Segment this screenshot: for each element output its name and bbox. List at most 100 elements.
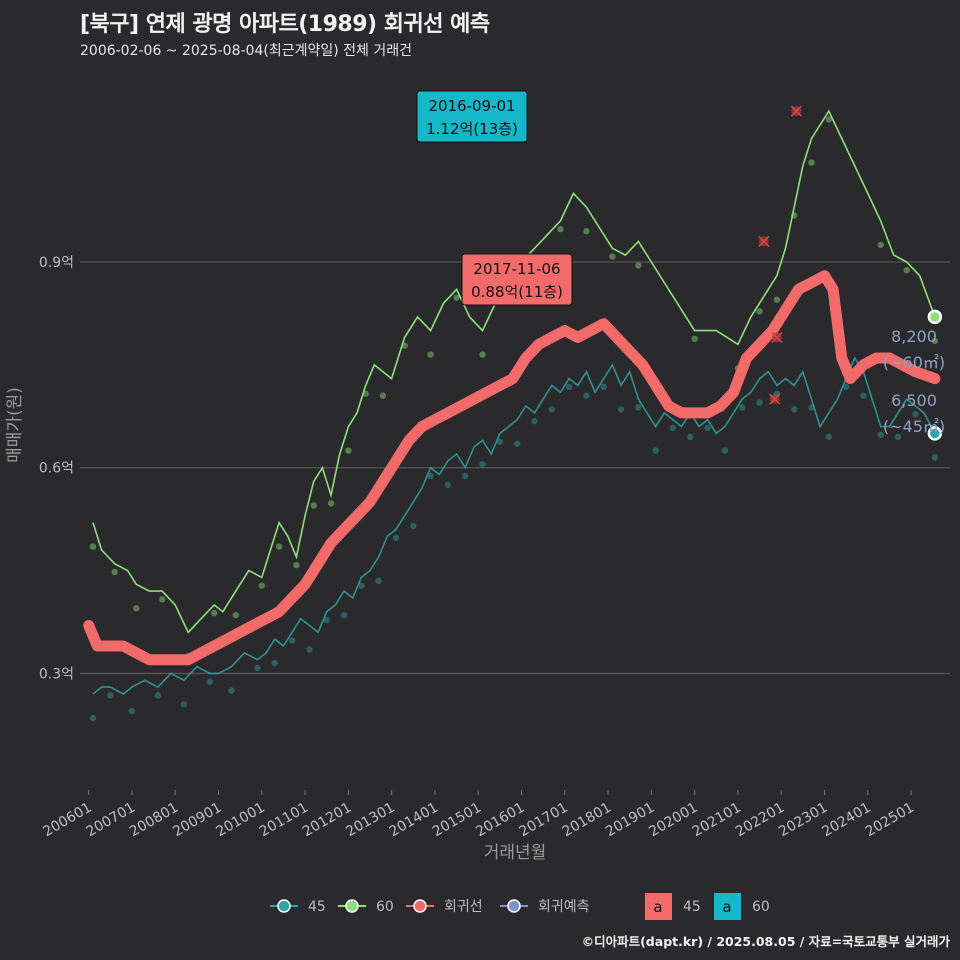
scatter-point-45 bbox=[565, 383, 573, 390]
scatter-point-45 bbox=[877, 431, 884, 438]
footer-credit: ©디아파트(dapt.kr) / 2025.08.05 / 자료=국토교통부 실… bbox=[581, 934, 950, 949]
scatter-point-45 bbox=[462, 472, 469, 480]
scatter-point-45 bbox=[288, 637, 296, 644]
scatter-point-60 bbox=[557, 225, 564, 233]
scatter-point-60 bbox=[583, 227, 590, 235]
series-line-60 bbox=[92, 109, 936, 634]
outlier-cross bbox=[771, 331, 783, 343]
end-point-60 bbox=[927, 309, 943, 325]
end-label-price-60: 8,200 bbox=[891, 327, 937, 346]
scatter-point-45 bbox=[323, 616, 330, 624]
legend-swatch-regression bbox=[413, 899, 427, 913]
scatter-point-60 bbox=[427, 351, 434, 358]
x-tick-label: 201401 bbox=[387, 800, 441, 841]
scatter-point-45 bbox=[739, 404, 746, 411]
series-lines bbox=[92, 109, 936, 695]
scatter-point-60 bbox=[275, 543, 283, 550]
scatter-points bbox=[89, 116, 939, 722]
scatter-point-60 bbox=[310, 502, 317, 509]
legend-box-45-swatch bbox=[645, 893, 672, 920]
scatter-point-45 bbox=[107, 692, 114, 699]
annotations: 2016-09-01 1.12억(13층) 2017-11-06 0.88억(11층) bbox=[416, 90, 573, 306]
scatter-point-60 bbox=[609, 253, 616, 260]
scatter-point-45 bbox=[154, 692, 162, 699]
scatter-point-45 bbox=[358, 582, 365, 589]
grid-lines bbox=[80, 261, 950, 675]
outlier-marker bbox=[790, 105, 802, 117]
x-axis-title: 거래년월 bbox=[484, 843, 547, 863]
x-tick-label: 201801 bbox=[560, 800, 614, 841]
scatter-point-45 bbox=[669, 424, 677, 432]
scatter-point-45 bbox=[583, 392, 590, 399]
scatter-point-60 bbox=[903, 267, 910, 274]
legend-box-45-glyph: a bbox=[653, 898, 662, 916]
scatter-point-60 bbox=[808, 159, 815, 166]
scatter-point-45 bbox=[306, 646, 313, 653]
legend-swatch-60 bbox=[345, 899, 359, 913]
scatter-point-60 bbox=[773, 296, 781, 303]
legend-swatch-forecast bbox=[507, 899, 521, 913]
annotation-value: 0.88억(11층) bbox=[471, 283, 563, 301]
outlier-markers bbox=[758, 105, 802, 405]
outlier-marker bbox=[769, 393, 781, 405]
scatter-point-45 bbox=[531, 417, 538, 425]
scatter-point-60 bbox=[931, 337, 939, 345]
scatter-point-60 bbox=[756, 308, 763, 315]
x-tick-label: 201101 bbox=[257, 800, 311, 841]
scatter-point-45 bbox=[427, 472, 434, 480]
scatter-point-60 bbox=[89, 543, 97, 550]
legend-label-45: 45 bbox=[308, 899, 326, 915]
scatter-point-45 bbox=[180, 701, 188, 708]
scatter-point-45 bbox=[128, 707, 136, 715]
scatter-point-45 bbox=[375, 577, 382, 585]
chart-title: [북구] 연제 광명 아파트(1989) 회귀선 예측 bbox=[80, 12, 490, 37]
outlier-marker bbox=[771, 331, 783, 343]
x-tick-label: 201701 bbox=[516, 800, 570, 841]
x-tick-label: 201901 bbox=[603, 800, 657, 841]
legend: 45 60 회귀선 회귀예측 a 45 a 60 bbox=[270, 893, 770, 920]
legend-swatch-45 bbox=[277, 899, 291, 913]
legend-item-45: 45 bbox=[270, 899, 326, 915]
scatter-point-60 bbox=[345, 447, 352, 454]
x-tick-label: 201501 bbox=[430, 800, 484, 841]
scatter-point-45 bbox=[842, 383, 850, 390]
scatter-point-60 bbox=[258, 582, 265, 589]
scatter-point-60 bbox=[453, 294, 460, 301]
scatter-point-45 bbox=[617, 406, 625, 413]
scatter-point-60 bbox=[691, 335, 698, 342]
scatter-point-45 bbox=[894, 433, 902, 441]
end-label-area-45: (~45㎡) bbox=[883, 417, 945, 436]
annotation-60: 2016-09-01 1.12억(13층) bbox=[416, 90, 528, 143]
scatter-point-45 bbox=[931, 454, 939, 461]
x-tick-label: 200701 bbox=[84, 800, 138, 841]
legend-box-60-glyph: a bbox=[722, 898, 731, 916]
regression-path bbox=[83, 270, 941, 666]
x-tick-label: 201601 bbox=[473, 800, 527, 841]
scatter-point-45 bbox=[548, 406, 555, 413]
scatter-point-60 bbox=[379, 392, 387, 399]
scatter-point-45 bbox=[89, 714, 97, 722]
scatter-point-60 bbox=[133, 605, 140, 612]
end-label-price-45: 6,500 bbox=[891, 391, 937, 410]
legend-box-45-label: 45 bbox=[683, 899, 701, 915]
y-tick-label: 0.9억 bbox=[39, 255, 74, 271]
scatter-point-60 bbox=[635, 262, 642, 269]
x-tick-label: 200801 bbox=[127, 800, 181, 841]
scatter-point-45 bbox=[410, 522, 417, 530]
x-axis-ticks: 2006012007012008012009012010012011012012… bbox=[40, 790, 917, 840]
outlier-marker bbox=[758, 235, 770, 247]
x-tick-label: 202201 bbox=[733, 800, 787, 841]
scatter-point-60 bbox=[232, 611, 240, 619]
annotation-date: 2017-11-06 bbox=[473, 260, 560, 278]
y-tick-label: 0.3억 bbox=[39, 666, 74, 682]
annotation-box bbox=[416, 90, 528, 143]
legend-box-60-label: 60 bbox=[752, 899, 770, 915]
legend-item-60: 60 bbox=[338, 899, 394, 915]
scatter-point-60 bbox=[877, 241, 884, 249]
scatter-point-45 bbox=[206, 678, 214, 685]
legend-label-regression: 회귀선 bbox=[444, 899, 483, 915]
scatter-point-60 bbox=[210, 609, 218, 617]
scatter-point-45 bbox=[652, 447, 659, 454]
scatter-point-60 bbox=[293, 561, 300, 569]
legend-box-60: a 60 bbox=[714, 893, 770, 920]
